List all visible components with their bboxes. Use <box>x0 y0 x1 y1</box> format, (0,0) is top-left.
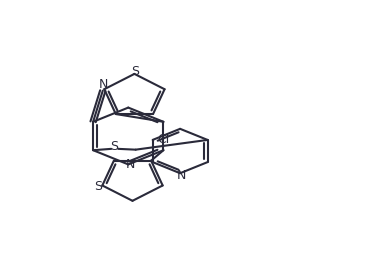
Text: S: S <box>132 65 140 78</box>
Text: S: S <box>110 140 118 153</box>
Text: N: N <box>177 169 186 183</box>
Text: N: N <box>126 159 135 171</box>
Text: N: N <box>99 78 108 91</box>
Text: S: S <box>95 180 102 193</box>
Text: Cl: Cl <box>158 133 170 146</box>
